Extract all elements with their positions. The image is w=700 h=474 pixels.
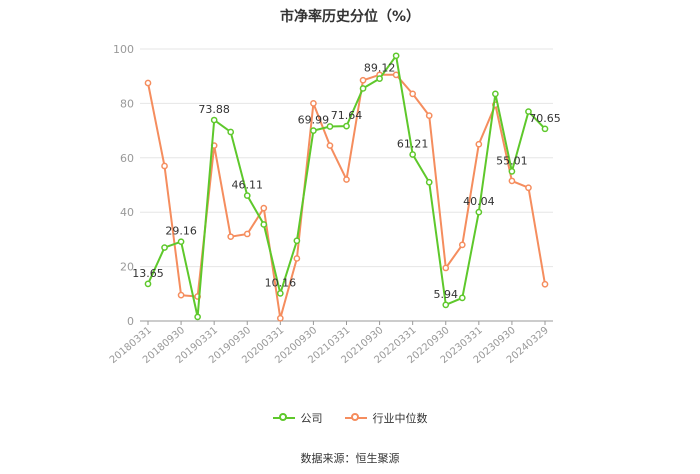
company-series-point xyxy=(161,244,168,251)
industry-series-point xyxy=(458,241,466,249)
industry-series-point xyxy=(409,90,417,98)
industry-series-point xyxy=(525,184,532,192)
data-label: 13.65 xyxy=(132,267,164,280)
industry-series-point xyxy=(144,79,152,87)
legend-industry-swatch xyxy=(344,413,367,423)
y-tick-label: 20 xyxy=(120,261,134,274)
company-series-point xyxy=(326,123,334,130)
data-label: 5.94 xyxy=(434,288,459,301)
legend-company-label: 公司 xyxy=(300,412,323,425)
data-label: 61.21 xyxy=(397,138,429,151)
company-series-point xyxy=(210,116,218,124)
industry-series-point xyxy=(276,314,284,322)
company-series-point xyxy=(508,168,516,175)
company-series-point xyxy=(475,208,483,216)
legend-item-industry[interactable]: 行业中位数 xyxy=(344,410,428,426)
company-series-point xyxy=(310,127,317,134)
industry-series-point xyxy=(508,177,516,185)
company-series-point xyxy=(343,122,350,130)
company-series-point xyxy=(409,151,417,158)
legend: 公司 行业中位数 xyxy=(0,410,700,426)
chart-title: 市净率历史分位（%） xyxy=(279,9,421,25)
company-series-point xyxy=(376,75,383,82)
company-series-point xyxy=(359,85,367,92)
company-series-point xyxy=(177,238,185,246)
y-tick-label: 80 xyxy=(120,97,134,110)
industry-series-point xyxy=(343,176,350,183)
industry-series-point xyxy=(425,112,433,119)
data-label: 55.01 xyxy=(496,154,528,167)
data-label: 69.99 xyxy=(298,114,330,127)
company-series-point xyxy=(392,52,400,60)
industry-series-point xyxy=(326,142,334,149)
data-label: 71.64 xyxy=(331,109,363,122)
industry-series-point xyxy=(293,255,301,262)
company-series-point xyxy=(525,108,532,115)
industry-series-point xyxy=(161,162,168,170)
company-series-point xyxy=(492,90,499,98)
data-label: 89.12 xyxy=(364,62,396,75)
industry-series-point xyxy=(359,76,367,84)
industry-series-point xyxy=(243,230,251,238)
company-series-point xyxy=(260,221,268,228)
y-tick-label: 100 xyxy=(113,43,134,56)
industry-series-point xyxy=(177,291,185,299)
company-series-point xyxy=(293,237,301,245)
company-series-point xyxy=(194,313,201,321)
industry-series-point xyxy=(260,204,268,212)
industry-series-point xyxy=(442,264,450,272)
data-label: 73.88 xyxy=(198,103,230,116)
y-tick-label: 60 xyxy=(120,152,134,165)
data-label: 46.11 xyxy=(232,179,264,192)
company-series-point xyxy=(227,128,235,136)
company-series-point xyxy=(144,280,152,288)
data-label: 29.16 xyxy=(165,225,197,238)
y-tick-label: 40 xyxy=(120,206,134,219)
industry-series-point xyxy=(475,140,483,148)
company-series-line xyxy=(147,54,546,318)
company-series-point xyxy=(425,178,433,186)
legend-industry-label: 行业中位数 xyxy=(372,412,428,425)
legend-company-swatch xyxy=(272,413,295,423)
industry-series-point xyxy=(227,233,235,241)
data-source: 数据来源：恒生聚源 xyxy=(300,452,400,465)
data-label: 40.04 xyxy=(463,195,495,208)
company-series-point xyxy=(276,290,284,297)
data-label: 10.16 xyxy=(265,276,297,289)
y-tick-label: 0 xyxy=(127,315,134,328)
industry-series-point xyxy=(541,280,549,288)
industry-series-point xyxy=(310,100,317,107)
company-series-point xyxy=(541,125,549,133)
company-series-point xyxy=(442,301,450,309)
company-series-point xyxy=(243,192,251,199)
data-label: 70.65 xyxy=(529,112,561,125)
legend-item-company[interactable]: 公司 xyxy=(272,410,323,426)
company-series-point xyxy=(458,294,466,302)
